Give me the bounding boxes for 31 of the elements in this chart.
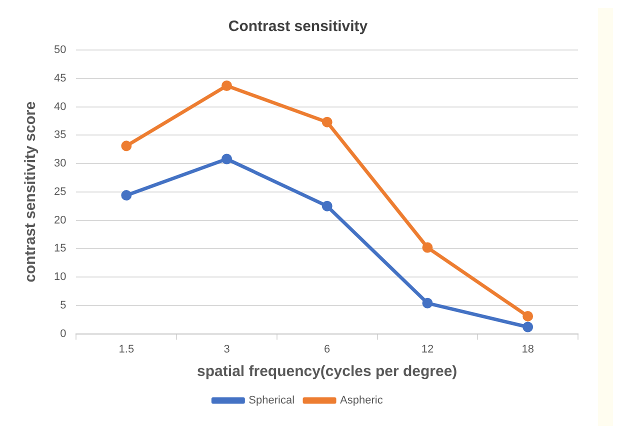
- chart-title: Contrast sensitivity: [228, 18, 368, 36]
- y-tick-label: 45: [54, 72, 66, 84]
- legend-label: Aspheric: [340, 394, 384, 407]
- point: [322, 200, 332, 212]
- y-tick-label: 5: [60, 299, 66, 312]
- y-axis-title: contrast sensitivity score: [22, 101, 40, 282]
- point: [121, 140, 132, 152]
- point: [422, 242, 433, 253]
- y-tick-label: 15: [54, 242, 66, 255]
- point: [222, 154, 232, 164]
- y-tick-label: 35: [54, 129, 66, 142]
- y-tick-label: 50: [54, 44, 66, 56]
- x-tick-label: 12: [421, 343, 434, 356]
- point: [322, 116, 332, 128]
- point: [522, 322, 534, 332]
- x-tick-label: 6: [324, 343, 330, 356]
- x-tick-label: 18: [522, 343, 534, 356]
- x-tick-label: 3: [224, 343, 230, 356]
- point: [522, 310, 534, 322]
- y-tick-label: 30: [54, 158, 66, 170]
- y-tick-label: 25: [54, 186, 66, 198]
- legend-label: Spherical: [248, 394, 295, 407]
- x-tick-label: 1.5: [118, 343, 134, 356]
- y-tick-label: 10: [54, 271, 66, 284]
- point: [422, 298, 433, 308]
- x-axis-title: spatial frequency(cycles per degree): [197, 363, 458, 380]
- y-tick-label: 20: [54, 214, 66, 226]
- y-tick-label: 40: [54, 100, 66, 113]
- y-tick-label: 0: [60, 328, 66, 340]
- point: [222, 80, 232, 92]
- point: [121, 190, 132, 201]
